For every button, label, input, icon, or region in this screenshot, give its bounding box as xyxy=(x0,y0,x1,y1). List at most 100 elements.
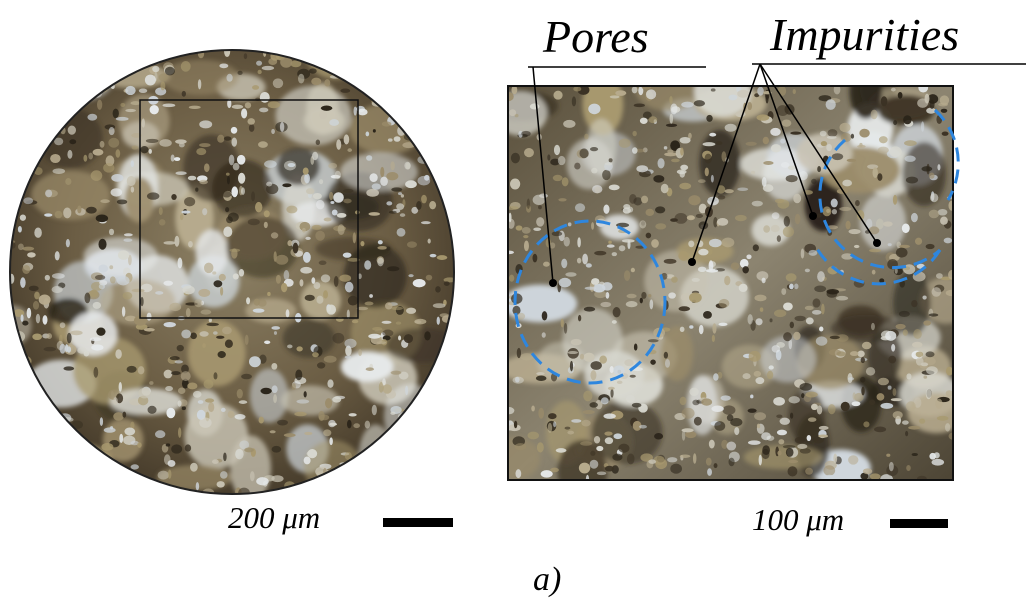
grain xyxy=(400,427,406,435)
grain xyxy=(321,274,330,282)
grain xyxy=(84,293,90,304)
grain xyxy=(104,427,116,432)
grain xyxy=(182,406,186,410)
grain xyxy=(26,88,32,97)
grain xyxy=(345,356,352,359)
grain xyxy=(777,430,787,436)
grain xyxy=(426,275,432,281)
grain xyxy=(793,332,800,340)
grain xyxy=(366,476,377,482)
grain xyxy=(605,437,613,444)
grain xyxy=(536,372,544,375)
grain xyxy=(117,199,127,204)
grain xyxy=(790,322,794,329)
grain xyxy=(34,292,40,300)
grain xyxy=(717,218,728,226)
grain xyxy=(20,471,28,480)
grain xyxy=(780,139,785,144)
grain xyxy=(100,417,103,426)
grain xyxy=(93,367,98,378)
grain xyxy=(188,241,193,248)
grain xyxy=(584,134,588,140)
grain xyxy=(162,103,175,107)
grain xyxy=(794,284,798,290)
grain xyxy=(515,443,526,450)
grain xyxy=(761,432,771,440)
grain xyxy=(189,106,201,109)
grain xyxy=(523,235,528,238)
grain xyxy=(735,215,747,221)
grain xyxy=(770,318,773,322)
grain xyxy=(390,161,394,170)
grain xyxy=(249,356,261,367)
grain xyxy=(274,49,286,54)
grain xyxy=(871,323,875,330)
grain xyxy=(67,150,72,159)
grain xyxy=(451,92,454,96)
grain xyxy=(91,344,103,350)
grain xyxy=(304,432,312,435)
grain xyxy=(356,481,359,486)
grain xyxy=(396,203,404,210)
grain xyxy=(406,441,411,448)
scale-bar xyxy=(383,518,453,527)
grain xyxy=(382,378,386,385)
grain xyxy=(869,400,875,406)
grain xyxy=(353,46,413,71)
grain xyxy=(117,276,130,286)
grain xyxy=(175,139,187,143)
grain xyxy=(73,84,82,92)
grain xyxy=(819,326,823,331)
grain xyxy=(27,308,32,319)
grain xyxy=(682,408,695,419)
grain xyxy=(132,289,145,292)
grain xyxy=(171,155,175,162)
grain xyxy=(929,210,939,219)
grain xyxy=(413,409,418,417)
grain xyxy=(793,89,796,94)
grain xyxy=(904,140,917,146)
grain xyxy=(861,357,865,363)
grain xyxy=(301,48,311,58)
grain xyxy=(184,197,195,206)
grain xyxy=(120,103,125,107)
grain xyxy=(509,275,514,282)
grain xyxy=(305,237,310,240)
grain xyxy=(826,290,837,298)
leader-dot xyxy=(809,212,817,220)
grain xyxy=(139,89,147,93)
grain xyxy=(140,297,143,306)
grain xyxy=(159,219,166,225)
grain xyxy=(450,137,455,144)
grain xyxy=(930,193,938,202)
label-pores: Pores xyxy=(542,11,649,62)
grain xyxy=(60,322,66,328)
grain xyxy=(294,412,306,416)
grain xyxy=(339,473,345,482)
grain xyxy=(911,213,918,222)
grain xyxy=(271,232,278,238)
grain xyxy=(83,155,87,162)
grain xyxy=(395,467,399,471)
grain xyxy=(127,176,136,186)
figure: Pores Impurities 200 μm 100 μm a) xyxy=(0,0,1026,609)
grain xyxy=(896,324,906,330)
grain xyxy=(147,192,159,199)
grain xyxy=(805,468,813,475)
grain xyxy=(832,153,843,160)
grain xyxy=(66,239,70,247)
grain xyxy=(717,195,725,199)
grain xyxy=(238,71,243,75)
grain xyxy=(590,460,599,469)
grain xyxy=(241,374,252,380)
grain xyxy=(365,421,370,429)
grain xyxy=(270,430,276,433)
grain xyxy=(223,452,227,461)
grain xyxy=(247,118,255,125)
grain xyxy=(902,223,910,233)
grain xyxy=(790,413,793,419)
grain xyxy=(300,267,312,274)
grain xyxy=(522,227,531,234)
grain xyxy=(166,408,175,418)
grain xyxy=(45,189,52,197)
